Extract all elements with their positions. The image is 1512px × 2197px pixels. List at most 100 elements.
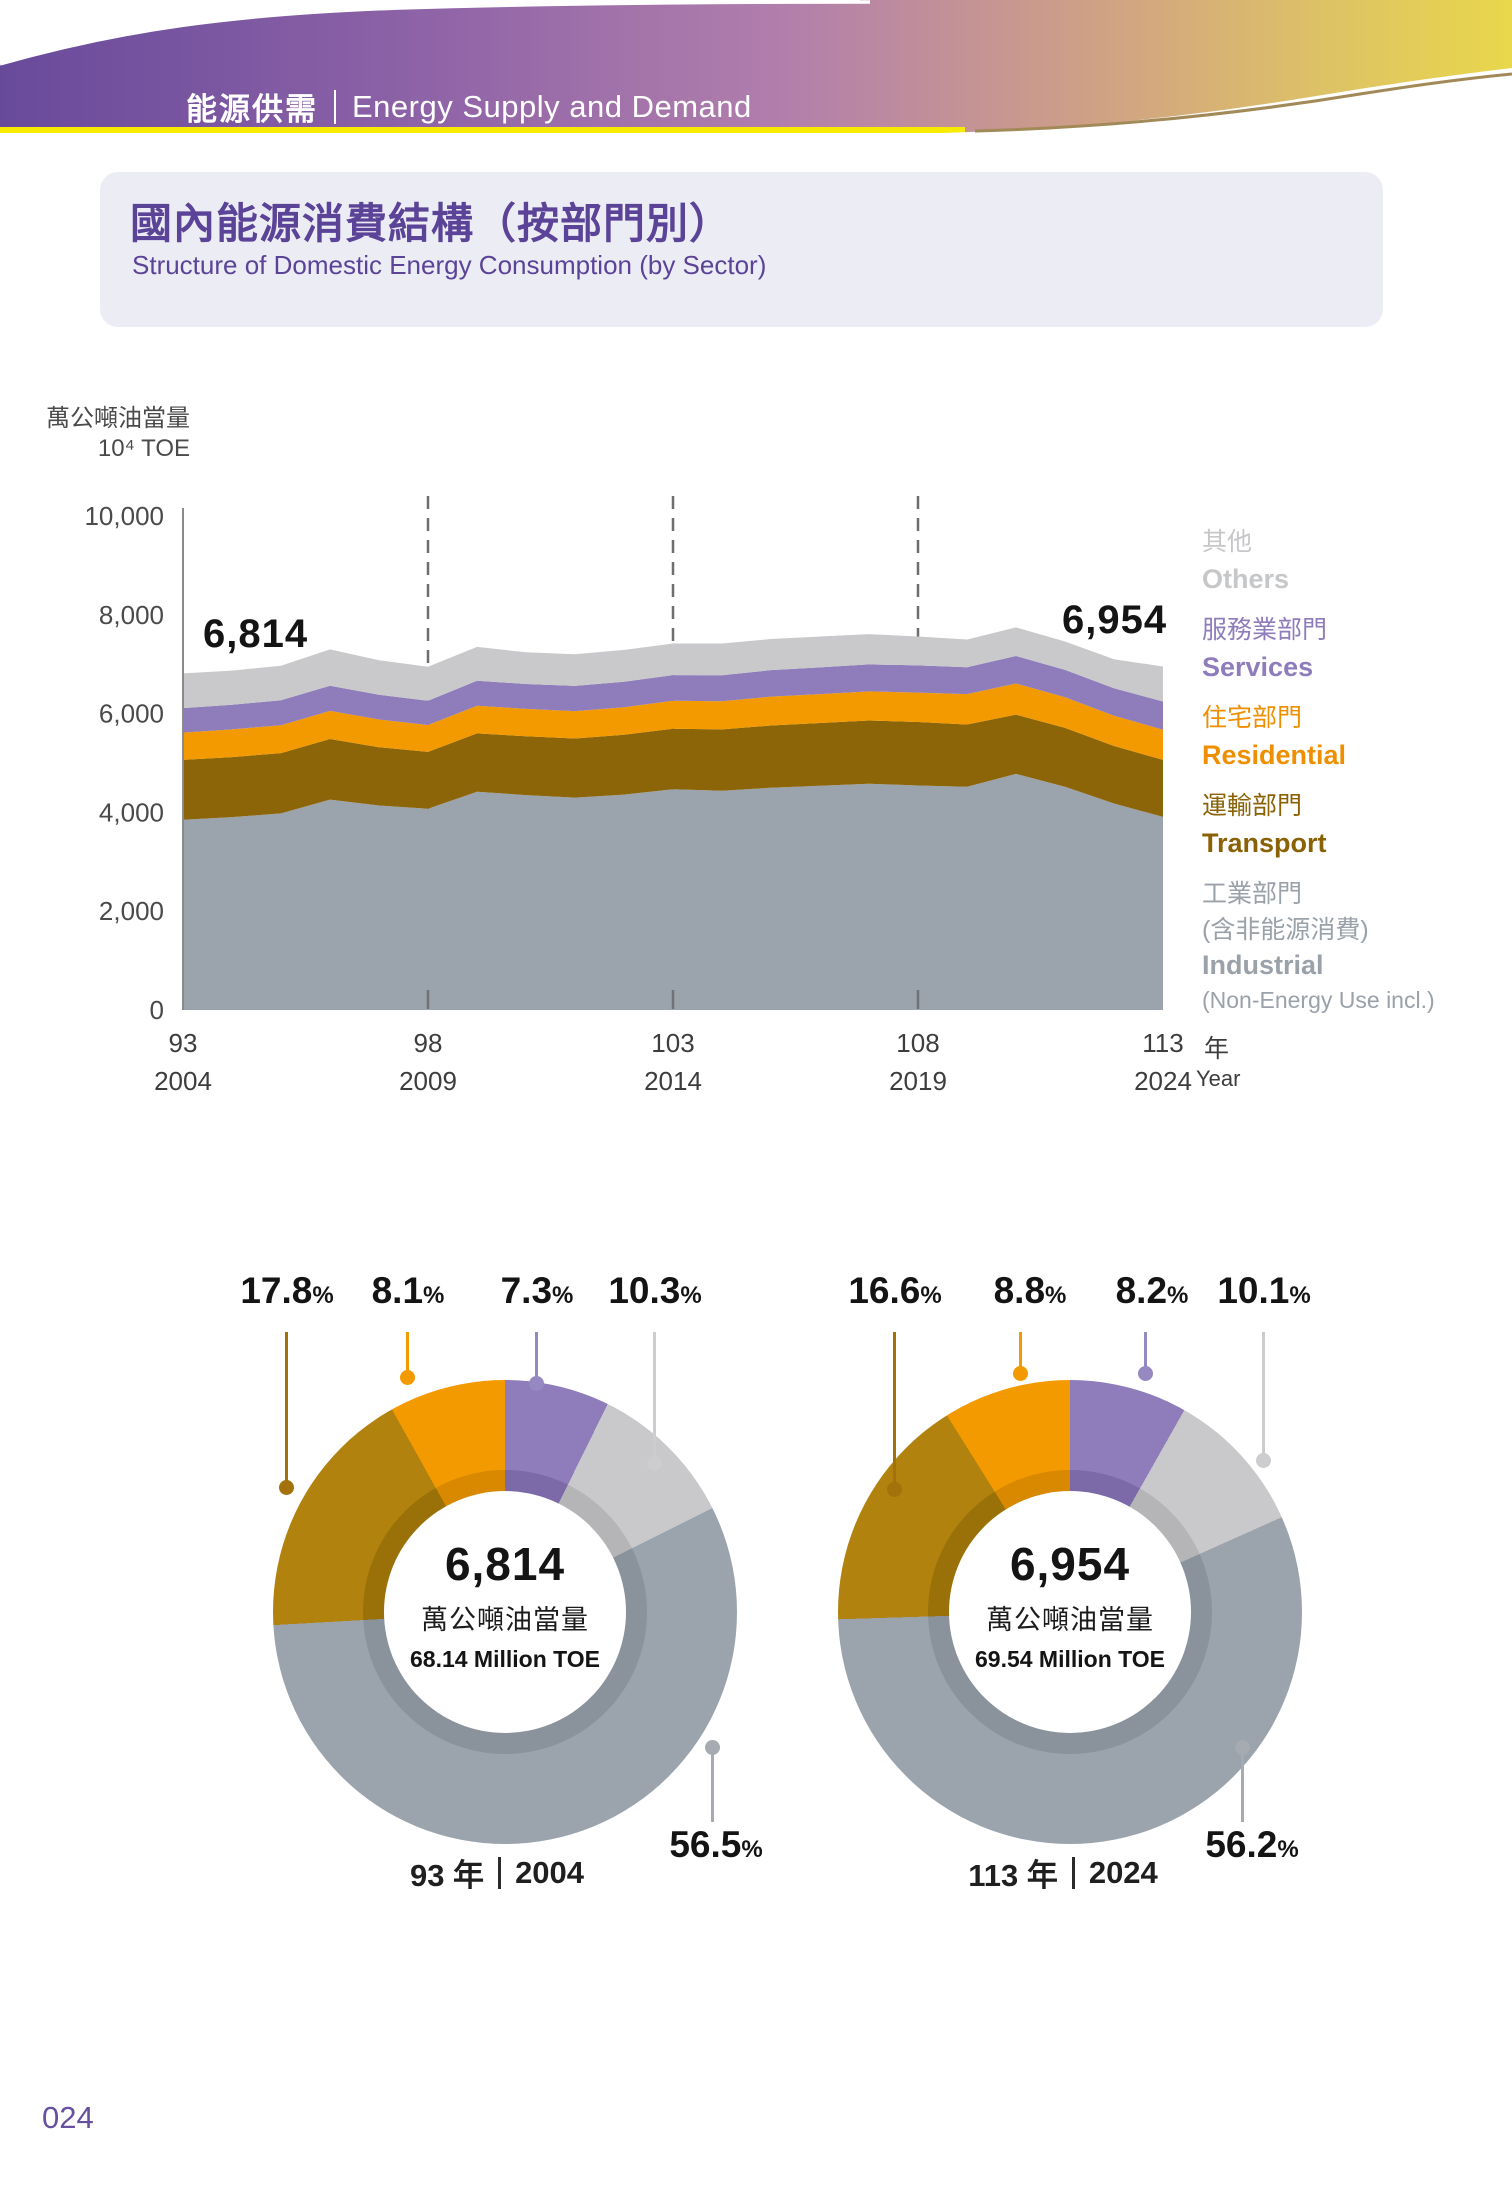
legend-item-services: 服務業部門 Services	[1202, 612, 1502, 686]
legend-industrial-en: Industrial	[1202, 950, 1324, 980]
header-white-curve	[0, 0, 871, 66]
area-series-industrial	[183, 773, 1163, 1010]
donut-2024-caption-divider	[1071, 1856, 1075, 1889]
donut-2024-caption-year: 2024	[1088, 1854, 1158, 1890]
callout-line-2004-residential	[406, 1332, 409, 1374]
area-series-transport	[183, 714, 1163, 820]
x-tick-roc: 98	[414, 1028, 443, 1058]
x-tick-west: 2019	[889, 1066, 947, 1096]
y-tick-label: 4,000	[99, 797, 164, 827]
donut-2004-value: 6,814	[444, 1538, 566, 1590]
section-title-en: Structure of Domestic Energy Consumption…	[132, 250, 767, 280]
y-axis-unit-en: 10⁴ TOE	[97, 435, 190, 462]
y-tick-label: 2,000	[99, 896, 164, 926]
pct-2024-industrial: 56.2%	[1205, 1824, 1299, 1865]
callout-dot-2004-industrial	[705, 1740, 720, 1755]
section-title-zh: 國內能源消費結構（按部門別）	[130, 200, 733, 247]
donut-2004-sub: 68.14 Million TOE	[409, 1646, 601, 1672]
y-axis-unit-zh: 萬公噸油當量	[46, 405, 190, 432]
callout-dot-2004-others	[647, 1456, 662, 1471]
callout-dot-2004-services	[529, 1376, 544, 1391]
chart-legend: 其他 Others 服務業部門 Services 住宅部門 Residentia…	[1202, 524, 1502, 1030]
legend-industrial-zh2: (含非能源消費)	[1202, 916, 1369, 944]
pct-2024-others: 10.1%	[1217, 1270, 1311, 1311]
callout-dot-2024-services	[1138, 1366, 1153, 1381]
donut-2004-caption-divider	[498, 1856, 502, 1889]
pct-2004-transport: 17.8%	[240, 1270, 334, 1311]
legend-industrial-en2: (Non-Energy Use incl.)	[1202, 987, 1435, 1013]
header-title: 能源供需 Energy Supply and Demand	[186, 84, 752, 129]
donut-2004-caption: 93 年 2004	[337, 1850, 657, 1895]
pct-2024-transport: 16.6%	[848, 1270, 942, 1311]
legend-item-others: 其他 Others	[1202, 524, 1502, 598]
callout-line-2024-residential	[1019, 1332, 1022, 1370]
legend-services-en: Services	[1202, 652, 1314, 682]
callout-line-2004-transport	[285, 1332, 288, 1482]
donut-chart-2024: 6,954 萬公噸油當量 69.54 Million TOE	[838, 1380, 1302, 1844]
donut-2024-caption: 113 年 2024	[903, 1850, 1223, 1895]
donut-2024-center: 6,954 萬公噸油當量 69.54 Million TOE	[949, 1491, 1191, 1733]
legend-residential-zh: 住宅部門	[1202, 704, 1303, 732]
donut-2004-center: 6,814 萬公噸油當量 68.14 Million TOE	[384, 1491, 626, 1733]
legend-residential-en: Residential	[1202, 740, 1347, 770]
pct-2004-residential: 8.1%	[371, 1270, 445, 1311]
legend-item-industrial: 工業部門 (含非能源消費) Industrial (Non-Energy Use…	[1202, 876, 1502, 1016]
x-tick-roc: 113	[1142, 1028, 1183, 1058]
header-tan-curve	[974, 72, 1512, 133]
header-divider	[334, 89, 336, 124]
callout-line-2004-services	[535, 1332, 538, 1380]
x-axis-suffix-zh: 年	[1204, 1035, 1230, 1063]
callout-dot-2024-industrial	[1235, 1740, 1250, 1755]
pct-2024-services: 8.2%	[1115, 1270, 1189, 1311]
callout-line-2024-industrial	[1241, 1750, 1244, 1822]
x-tick-roc: 103	[651, 1028, 694, 1058]
x-tick-west: 2004	[154, 1066, 212, 1096]
page-number: 024	[42, 2100, 94, 2135]
x-tick-roc: 108	[896, 1028, 939, 1058]
area-series-services	[183, 656, 1163, 733]
header-yellow-line	[0, 127, 965, 133]
donut-2004-caption-roc: 93 年	[409, 1858, 485, 1893]
callout-dot-2004-transport	[279, 1480, 294, 1495]
donut-2024-unit: 萬公噸油當量	[986, 1605, 1154, 1635]
pct-2004-industrial: 56.5%	[669, 1824, 763, 1865]
y-tick-label: 10,000	[84, 501, 164, 531]
area-series-residential	[183, 683, 1163, 760]
callout-dot-2004-residential	[400, 1370, 415, 1385]
legend-transport-zh: 運輸部門	[1202, 792, 1303, 820]
pct-2024-residential: 8.8%	[993, 1270, 1067, 1311]
header-bottom-sweep	[940, 68, 1512, 150]
x-tick-west: 2024	[1134, 1066, 1192, 1096]
section-title-box: 國內能源消費結構（按部門別） Structure of Domestic Ene…	[100, 172, 1383, 327]
y-tick-label: 8,000	[99, 600, 164, 630]
header-title-zh: 能源供需	[186, 92, 318, 127]
callout-line-2024-transport	[893, 1332, 896, 1484]
pct-2004-others: 10.3%	[608, 1270, 702, 1311]
x-axis-suffix-en: Year	[1196, 1066, 1241, 1091]
callout-line-2004-others	[653, 1332, 656, 1460]
donut-2024-sub: 69.54 Million TOE	[974, 1646, 1166, 1672]
donut-2024-caption-roc: 113 年	[968, 1858, 1058, 1893]
callout-line-2004-industrial	[711, 1750, 714, 1822]
legend-industrial-zh: 工業部門	[1202, 880, 1303, 908]
x-tick-roc: 93	[169, 1028, 198, 1058]
legend-item-transport: 運輸部門 Transport	[1202, 788, 1502, 862]
pct-2004-services: 7.3%	[500, 1270, 574, 1311]
callout-dot-2024-others	[1256, 1453, 1271, 1468]
header-title-en: Energy Supply and Demand	[352, 88, 752, 124]
callout-dot-2024-transport	[887, 1482, 902, 1497]
annotation-start-value: 6,814	[203, 612, 309, 656]
donut-2004-caption-year: 2004	[515, 1854, 585, 1890]
annotation-end-value: 6,954	[1062, 598, 1168, 642]
x-tick-west: 2014	[644, 1066, 702, 1096]
legend-services-zh: 服務業部門	[1202, 616, 1328, 644]
donut-2024-value: 6,954	[1009, 1538, 1131, 1590]
legend-transport-en: Transport	[1202, 828, 1327, 858]
donut-2004-unit: 萬公噸油當量	[421, 1605, 589, 1635]
y-tick-label: 0	[150, 995, 164, 1025]
callout-line-2024-services	[1144, 1332, 1147, 1370]
callout-line-2024-others	[1262, 1332, 1265, 1457]
header-banner	[0, 0, 1512, 150]
area-series-others	[183, 627, 1163, 709]
